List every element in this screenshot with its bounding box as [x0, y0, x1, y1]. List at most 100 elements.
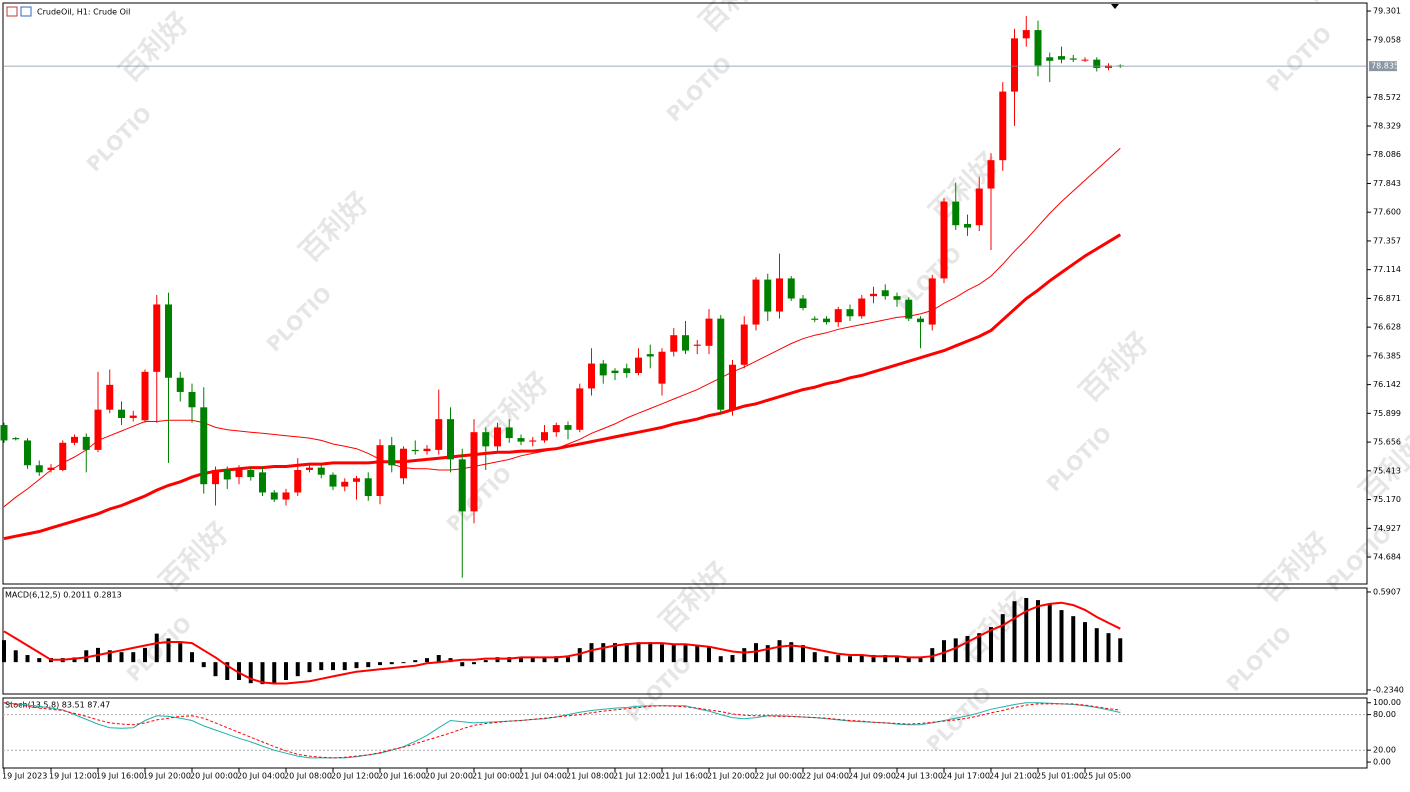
macd-signal	[3, 601, 1121, 685]
candle-body	[494, 427, 501, 447]
macd-bar	[507, 657, 512, 663]
candle-body	[682, 335, 689, 351]
macd-bar	[824, 656, 829, 663]
candle-body	[658, 351, 666, 384]
macd-bar	[472, 662, 476, 665]
macd-bar	[942, 640, 946, 663]
watermark-cn: 百利好	[113, 6, 196, 89]
candle-body	[35, 465, 43, 473]
watermark-brand: PLOTIO	[622, 652, 697, 727]
x-tick-label: 21 Jul 20:00	[707, 772, 755, 781]
y-tick-label: 78.329	[1373, 121, 1401, 130]
y-tick-label: 75.413	[1373, 466, 1401, 475]
candle-body	[200, 407, 208, 485]
macd-bar	[154, 633, 159, 663]
stoch-signal	[3, 702, 1121, 759]
candle-body	[341, 481, 349, 487]
watermark-brand: PLOTIO	[1042, 422, 1117, 497]
macd-bar	[331, 662, 335, 671]
y-tick-label: 76.385	[1373, 351, 1401, 360]
x-tick-label: 24 Jul 13:00	[895, 772, 943, 781]
candle-body	[411, 449, 419, 452]
watermark-cn: 百利好	[153, 516, 236, 599]
chart-title: Stoch(13,5,8) 83.51 87.47	[5, 701, 110, 710]
macd-bar	[248, 662, 253, 684]
candle-body	[129, 415, 137, 418]
watermark-cn: 百利好	[1293, 0, 1376, 8]
macd-bar	[930, 648, 935, 663]
macd-bar	[495, 657, 500, 663]
chart-title: CrudeOil, H1: Crude Oil	[37, 8, 130, 17]
macd-bar	[601, 643, 606, 663]
candle-body	[376, 445, 384, 497]
candle-body	[517, 438, 525, 442]
macd-bar	[1000, 614, 1005, 663]
candle-body	[364, 478, 372, 497]
macd-bar	[718, 656, 723, 663]
watermark-brand: PLOTIO	[1262, 22, 1337, 97]
macd-bar	[413, 660, 418, 663]
macd-bar	[166, 638, 171, 663]
candle-body	[12, 438, 20, 440]
macd-bar	[953, 638, 958, 663]
watermark: PLOTIO 百利好	[82, 6, 196, 177]
candle-body	[59, 442, 67, 470]
y-tick-label: 79.058	[1373, 35, 1401, 44]
macd-bar	[577, 648, 582, 663]
candle-body	[905, 299, 913, 319]
macd-bar	[190, 652, 194, 663]
candle-body	[71, 436, 78, 443]
macd-bar	[836, 655, 841, 663]
candle-body	[799, 298, 807, 308]
macd-bar	[624, 643, 629, 663]
macd-bar	[436, 655, 441, 663]
macd-bar	[1059, 610, 1064, 663]
macd-bar	[378, 662, 382, 666]
macd-bar	[13, 650, 18, 663]
y-tick-label: 76.142	[1373, 380, 1401, 389]
candle-body	[447, 419, 454, 460]
macd-bar	[883, 655, 888, 663]
candle-body	[47, 467, 55, 470]
macd-bar	[342, 662, 347, 671]
x-tick-label: 21 Jul 16:00	[660, 772, 708, 781]
macd-bar	[201, 662, 206, 668]
y-tick-label: 77.843	[1373, 179, 1401, 188]
macd-bar	[260, 662, 265, 685]
macd-bar	[460, 662, 465, 667]
candle-body	[153, 304, 161, 372]
candle-body	[1093, 59, 1101, 68]
macd-bar	[530, 657, 535, 663]
candle-body	[599, 363, 607, 376]
candle-body	[0, 425, 8, 441]
candle-body	[987, 160, 995, 189]
candle-body	[870, 293, 877, 297]
macd-bar	[1106, 633, 1111, 663]
x-tick-label: 20 Jul 04:00	[237, 772, 285, 781]
y-tick-label: 77.114	[1373, 265, 1401, 274]
watermark-brand: PLOTIO	[82, 102, 157, 177]
x-tick-label: 20 Jul 08:00	[284, 772, 332, 781]
watermark-brand: PLOTIO	[662, 52, 737, 127]
macd-bar	[483, 660, 488, 663]
macd-bar	[566, 657, 570, 663]
macd-bar	[660, 644, 664, 663]
macd-bar	[213, 662, 218, 677]
macd-bar	[425, 658, 429, 663]
macd-bar	[613, 643, 617, 663]
candle-body	[505, 427, 513, 439]
macd-bar	[977, 633, 982, 663]
candle-body	[752, 279, 760, 325]
candle-body	[435, 419, 443, 450]
y-tick-label: 75.170	[1373, 495, 1401, 504]
candle-body	[776, 278, 783, 312]
chart-title: MACD(6,12,5) 0.2011 0.2813	[5, 591, 122, 600]
macd-bar	[859, 655, 864, 663]
candle-body	[917, 318, 924, 323]
macd-bar	[143, 647, 147, 663]
y-tick-label: 76.628	[1373, 323, 1401, 332]
